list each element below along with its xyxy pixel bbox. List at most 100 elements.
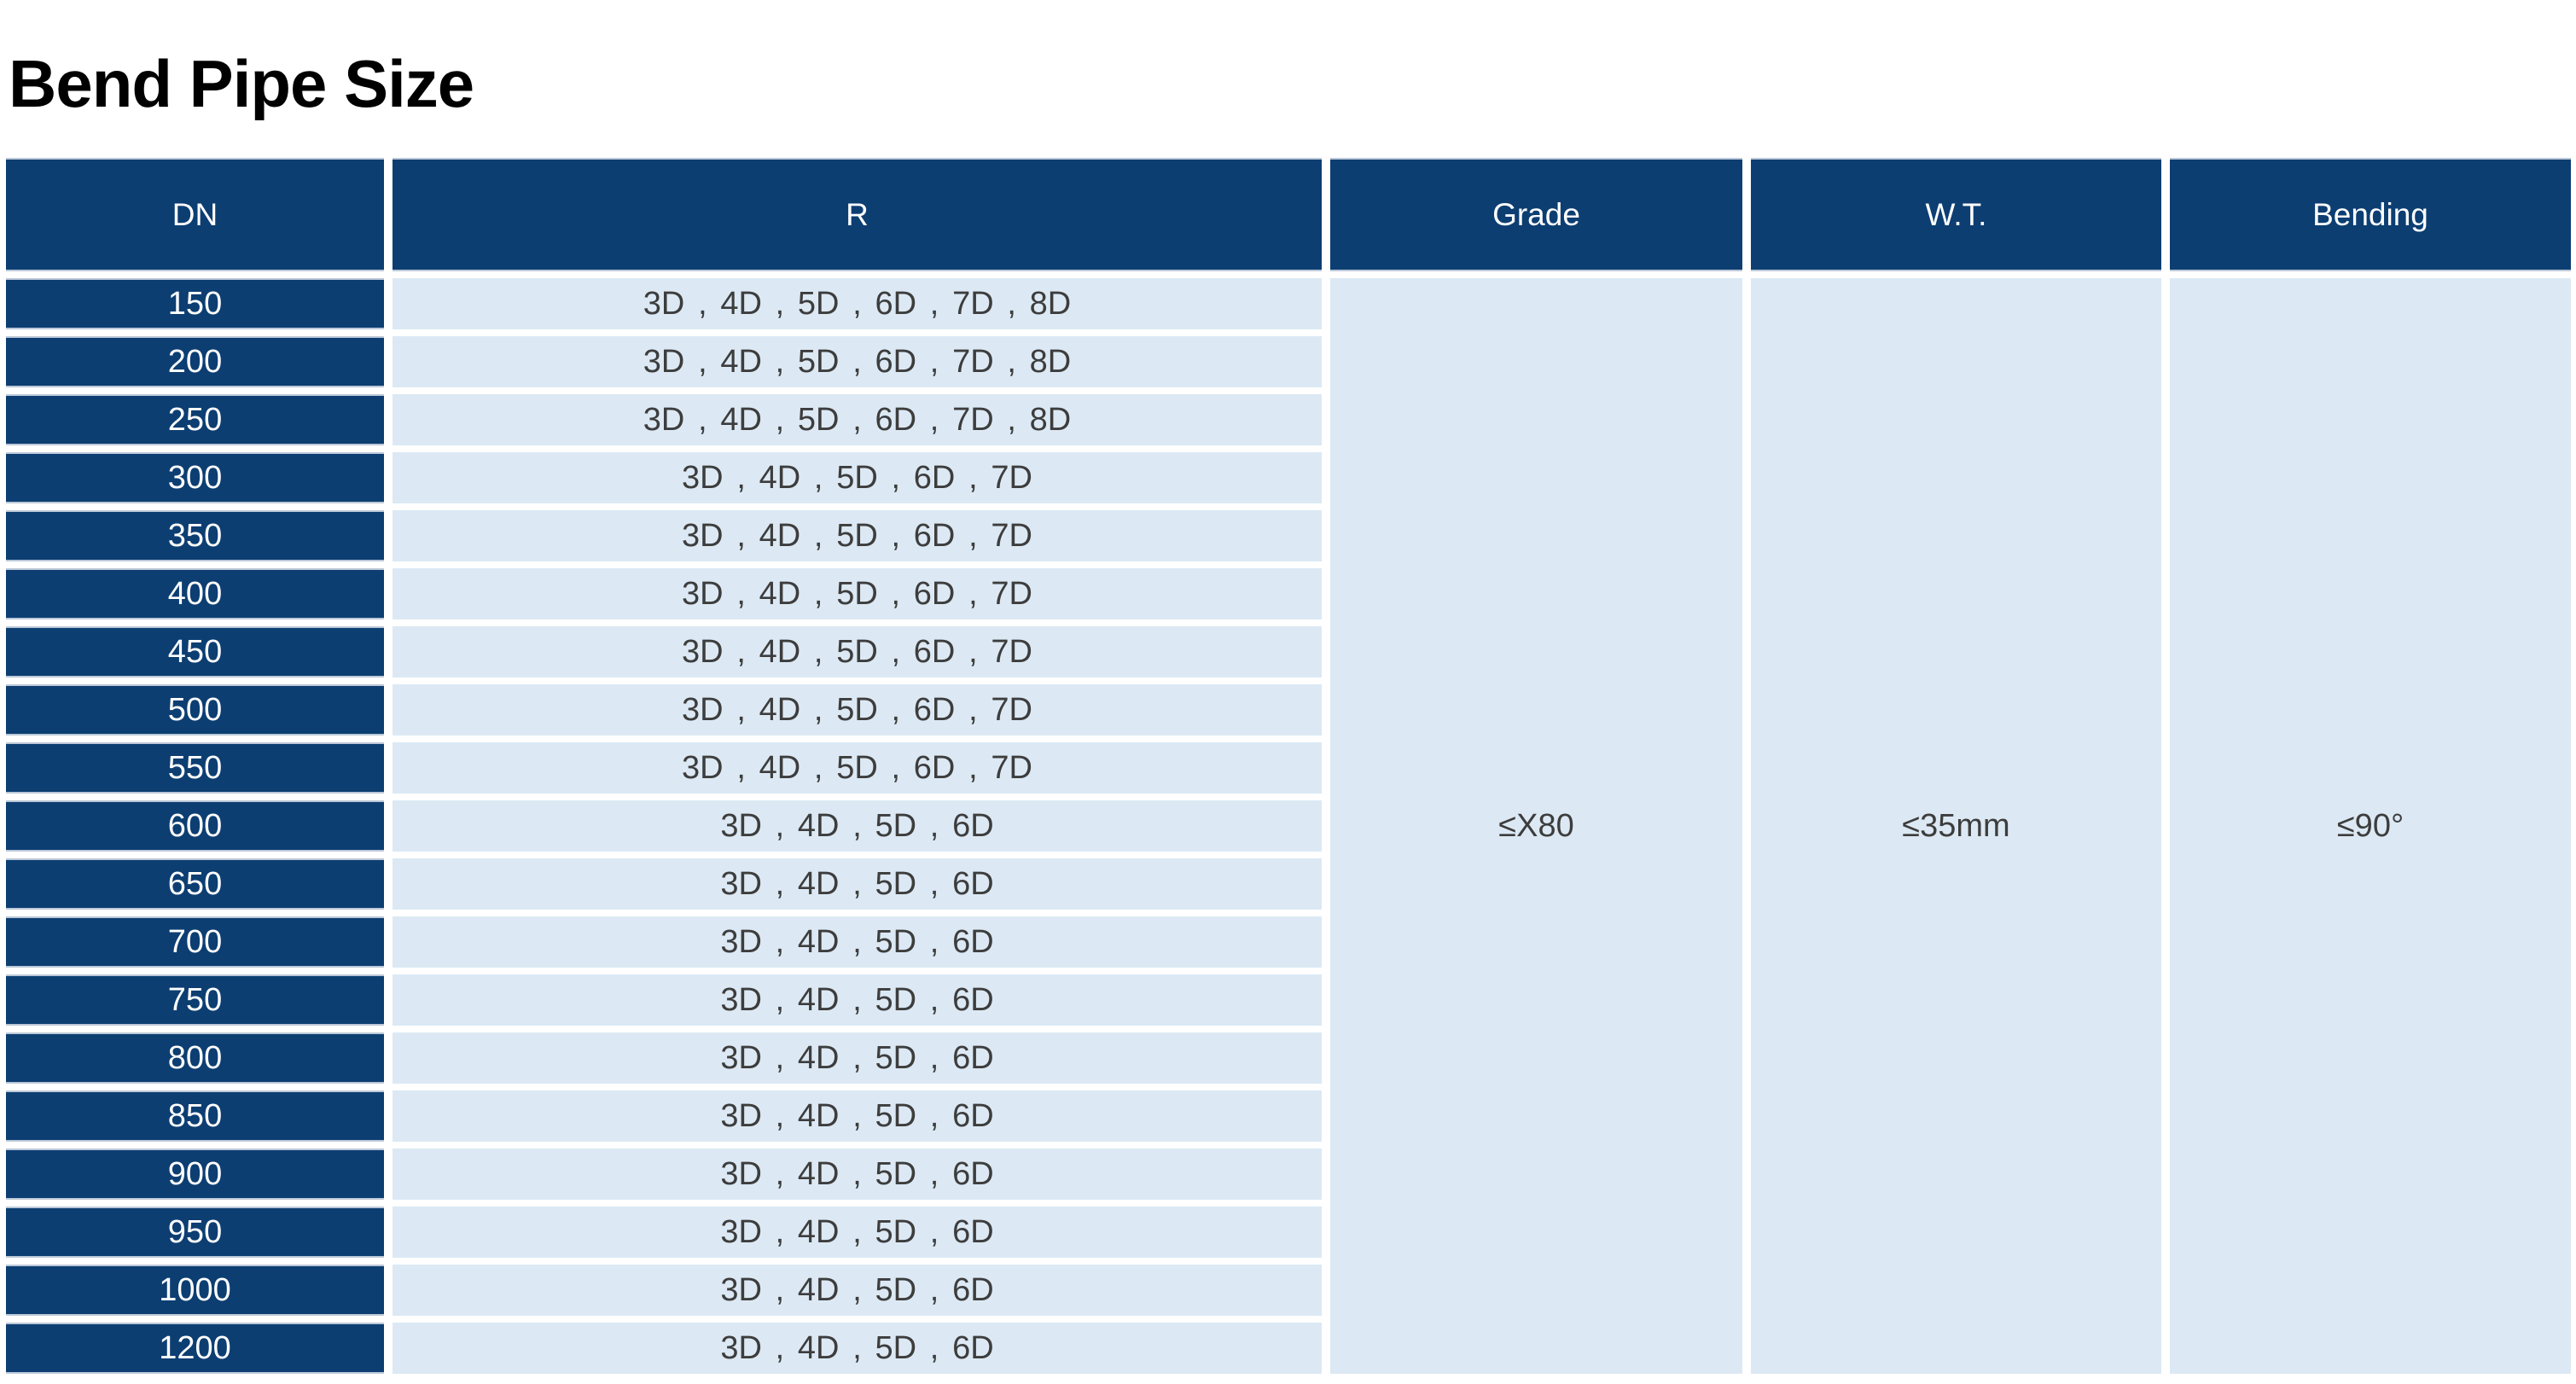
r-value: 6D (952, 1039, 994, 1076)
r-cell: 3D, 4D, 5D, 6D, 7D (393, 742, 1322, 794)
r-value: 6D (875, 343, 917, 380)
r-value: 6D (875, 285, 917, 322)
r-cell: 3D, 4D, 5D, 6D (393, 1207, 1322, 1258)
r-value: 6D (952, 807, 994, 844)
r-value: 3D (682, 575, 724, 612)
r-value: 5D (875, 1039, 917, 1076)
r-separator: , (813, 575, 823, 612)
column-header-wt: W.T. (1751, 158, 2161, 271)
r-separator: , (891, 459, 901, 496)
r-value: 3D (720, 981, 762, 1018)
r-separator: , (775, 1039, 785, 1076)
r-value: 6D (952, 1097, 994, 1134)
r-separator: , (775, 1329, 785, 1366)
r-separator: , (852, 807, 862, 844)
r-separator: , (891, 691, 901, 728)
r-value: 5D (836, 691, 878, 728)
r-separator: , (852, 285, 862, 322)
r-value: 5D (875, 807, 917, 844)
r-separator: , (698, 285, 707, 322)
r-value: 3D (720, 1213, 762, 1250)
r-value: 7D (991, 633, 1032, 670)
r-value: 4D (720, 401, 762, 438)
r-value: 6D (913, 691, 956, 728)
r-separator: , (929, 865, 939, 902)
r-separator: , (736, 691, 746, 728)
r-separator: , (775, 981, 785, 1018)
r-value: 3D (682, 749, 724, 786)
r-value: 4D (797, 865, 840, 902)
r-value: 6D (952, 1155, 994, 1192)
r-separator: , (968, 517, 978, 554)
r-value: 5D (875, 1155, 917, 1192)
r-separator: , (929, 981, 939, 1018)
r-value: 3D (720, 1039, 762, 1076)
r-value: 4D (797, 923, 840, 960)
r-separator: , (852, 981, 862, 1018)
r-cell: 3D, 4D, 5D, 6D, 7D, 8D (393, 278, 1322, 329)
r-value: 5D (875, 865, 917, 902)
r-value: 3D (720, 1329, 762, 1366)
r-separator: , (775, 401, 785, 438)
r-separator: , (891, 517, 901, 554)
r-separator: , (929, 1155, 939, 1192)
r-separator: , (698, 343, 707, 380)
r-separator: , (813, 517, 823, 554)
r-value: 3D (720, 1155, 762, 1192)
r-separator: , (968, 633, 978, 670)
dn-cell: 250 (6, 394, 384, 445)
column-header-grade: Grade (1330, 158, 1742, 271)
r-cell: 3D, 4D, 5D, 6D, 7D (393, 510, 1322, 561)
r-value: 6D (952, 923, 994, 960)
r-separator: , (775, 1097, 785, 1134)
r-separator: , (736, 575, 746, 612)
r-separator: , (775, 285, 785, 322)
r-value: 3D (682, 459, 724, 496)
r-separator: , (929, 1329, 939, 1366)
r-separator: , (852, 1039, 862, 1076)
r-value: 7D (952, 343, 994, 380)
r-separator: , (813, 749, 823, 786)
r-value: 6D (952, 981, 994, 1018)
r-value: 5D (797, 343, 840, 380)
r-value: 7D (991, 517, 1032, 554)
grade-merged-cell: ≤X80 (1330, 278, 1742, 1374)
r-cell: 3D, 4D, 5D, 6D, 7D (393, 626, 1322, 677)
dn-cell: 650 (6, 858, 384, 910)
r-separator: , (775, 1271, 785, 1308)
r-value: 5D (875, 1097, 917, 1134)
r-separator: , (1007, 285, 1016, 322)
r-separator: , (968, 691, 978, 728)
r-value: 4D (720, 285, 762, 322)
r-separator: , (775, 865, 785, 902)
dn-cell: 900 (6, 1148, 384, 1200)
r-separator: , (698, 401, 707, 438)
r-separator: , (775, 343, 785, 380)
r-value: 7D (991, 691, 1032, 728)
r-value: 5D (875, 1329, 917, 1366)
r-separator: , (813, 633, 823, 670)
r-value: 6D (952, 865, 994, 902)
r-separator: , (775, 807, 785, 844)
r-cell: 3D, 4D, 5D, 6D, 7D (393, 568, 1322, 619)
r-value: 4D (797, 1213, 840, 1250)
r-value: 8D (1029, 343, 1072, 380)
dn-cell: 1000 (6, 1265, 384, 1316)
r-cell: 3D, 4D, 5D, 6D, 7D (393, 684, 1322, 736)
r-value: 3D (682, 517, 724, 554)
dn-cell: 950 (6, 1207, 384, 1258)
dn-cell: 550 (6, 742, 384, 794)
r-separator: , (736, 517, 746, 554)
r-value: 7D (991, 575, 1032, 612)
r-separator: , (929, 1213, 939, 1250)
dn-cell: 850 (6, 1090, 384, 1142)
r-value: 5D (836, 459, 878, 496)
r-cell: 3D, 4D, 5D, 6D (393, 1090, 1322, 1142)
r-value: 3D (643, 285, 685, 322)
dn-cell: 150 (6, 278, 384, 329)
r-value: 3D (720, 1097, 762, 1134)
r-separator: , (852, 343, 862, 380)
r-value: 4D (759, 749, 801, 786)
r-value: 5D (797, 285, 840, 322)
r-value: 3D (720, 923, 762, 960)
